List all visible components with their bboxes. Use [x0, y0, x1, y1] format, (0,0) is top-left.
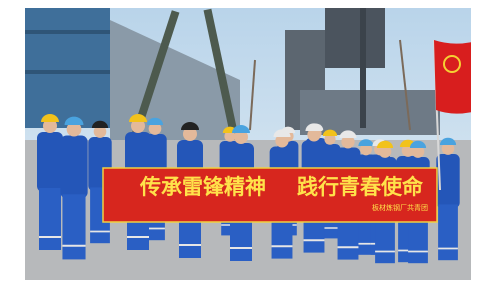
- plant: [325, 8, 385, 68]
- worker-legs: [39, 188, 61, 250]
- worker-legs: [62, 194, 85, 259]
- scene: 传承雷锋精神 践行青春使命 板材炼钢厂共青团: [25, 8, 472, 280]
- worker-legs: [438, 204, 458, 260]
- photo: 传承雷锋精神 践行青春使命 板材炼钢厂共青团: [0, 0, 494, 281]
- banner-slogan: 传承雷锋精神: [139, 175, 266, 199]
- banner-slogan: 践行青春使命: [297, 175, 424, 199]
- page: 传承雷锋精神 践行青春使命 板材炼钢厂共青团 (() => { const da…: [0, 0, 494, 281]
- flag: [434, 40, 472, 114]
- pipe: [360, 8, 366, 128]
- silo: [25, 8, 110, 128]
- banner-signature: 板材炼钢厂共青团: [372, 203, 428, 212]
- worker-body: [60, 136, 87, 199]
- silo-band: [25, 70, 110, 74]
- silo-band: [25, 30, 110, 34]
- worker-body: [37, 132, 63, 192]
